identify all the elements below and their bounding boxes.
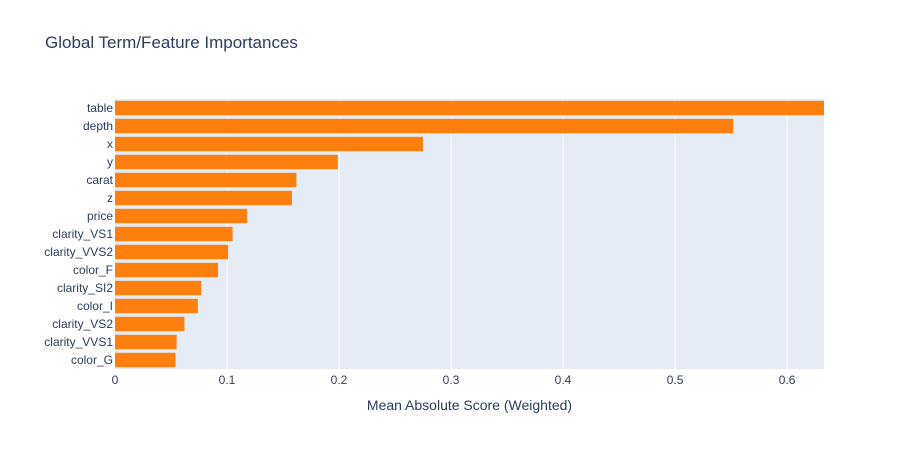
x-tick-label: 0.2 xyxy=(331,373,348,387)
x-tick-label: 0 xyxy=(112,373,119,387)
y-tick-label: y xyxy=(107,155,113,169)
y-tick-label: clarity_VVS2 xyxy=(44,245,113,259)
x-axis-tick-labels: 0 0.1 0.2 0.3 0.4 0.5 0.6 xyxy=(112,373,796,387)
bar-z[interactable] xyxy=(115,190,292,206)
bar-clarity_VS2[interactable] xyxy=(115,316,185,332)
bar-table[interactable] xyxy=(115,100,824,116)
y-tick-label: depth xyxy=(83,119,113,133)
bar-y[interactable] xyxy=(115,154,338,170)
bar-clarity_SI2[interactable] xyxy=(115,280,202,296)
y-tick-label: color_F xyxy=(73,263,113,277)
bar-clarity_VVS1[interactable] xyxy=(115,334,177,350)
bar-x[interactable] xyxy=(115,136,424,152)
bar-color_G[interactable] xyxy=(115,352,176,368)
bar-color_I[interactable] xyxy=(115,298,198,314)
bar-depth[interactable] xyxy=(115,118,734,134)
y-tick-label: price xyxy=(87,209,113,223)
bar-color_F[interactable] xyxy=(115,262,219,278)
x-tick-label: 0.4 xyxy=(555,373,572,387)
x-axis-title: Mean Absolute Score (Weighted) xyxy=(367,397,572,413)
y-tick-label: z xyxy=(107,191,113,205)
y-tick-label: table xyxy=(87,101,113,115)
y-tick-label: clarity_SI2 xyxy=(57,281,113,295)
y-tick-label: clarity_VVS1 xyxy=(44,335,113,349)
x-tick-label: 0.1 xyxy=(219,373,236,387)
x-tick-label: 0.6 xyxy=(779,373,796,387)
y-axis-tick-labels: table depth xy carat z price clarity_VS1clarit… xyxy=(44,101,113,367)
bar-clarity_VS1[interactable] xyxy=(115,226,233,242)
chart-title: Global Term/Feature Importances xyxy=(45,33,298,52)
x-tick-label: 0.5 xyxy=(667,373,684,387)
bars xyxy=(115,100,824,368)
y-tick-label: carat xyxy=(86,173,113,187)
y-tick-label: x xyxy=(107,137,113,151)
y-tick-label: clarity_VS2 xyxy=(52,317,113,331)
bar-carat[interactable] xyxy=(115,172,297,188)
bar-price[interactable] xyxy=(115,208,248,224)
y-tick-label: color_I xyxy=(77,299,113,313)
y-tick-label: color_G xyxy=(71,353,113,367)
x-tick-label: 0.3 xyxy=(443,373,460,387)
y-tick-label: clarity_VS1 xyxy=(52,227,113,241)
bar-clarity_VVS2[interactable] xyxy=(115,244,229,260)
